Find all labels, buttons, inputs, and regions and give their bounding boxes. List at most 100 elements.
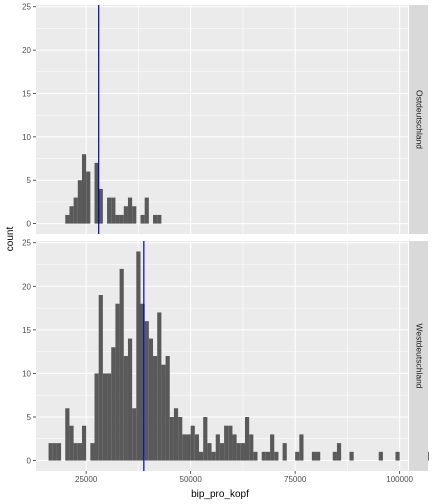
- y-tick-label: 20: [22, 282, 31, 291]
- histogram-bar: [186, 434, 191, 461]
- histogram-bar: [107, 197, 112, 224]
- histogram-bar: [56, 443, 62, 461]
- histogram-bar: [144, 197, 149, 224]
- histogram-bar: [240, 443, 245, 461]
- histogram-bar: [207, 443, 212, 461]
- histogram-bar: [199, 451, 204, 461]
- histogram-bar: [395, 451, 400, 461]
- panel-background: [36, 241, 408, 471]
- histogram-bar: [295, 451, 300, 461]
- histogram-bar: [253, 451, 258, 461]
- histogram-bar: [178, 416, 183, 461]
- histogram-bar: [119, 268, 124, 461]
- histogram-bar: [157, 312, 162, 461]
- histogram-bar: [69, 206, 74, 224]
- histogram-bar: [65, 214, 70, 224]
- histogram-bar: [98, 295, 103, 461]
- x-tick-label: 100000: [386, 475, 413, 484]
- histogram-bar: [69, 425, 74, 461]
- histogram-bar: [153, 214, 158, 224]
- histogram-bar: [169, 416, 174, 461]
- y-tick-label: 0: [27, 220, 32, 229]
- y-tick-label: 20: [22, 46, 31, 55]
- facet-panels: 0 5 10 15 20 25 Ostdeutschland 0 5 10 15 20 25 Westde…: [22, 3, 429, 484]
- histogram-bar: [123, 206, 128, 224]
- histogram-bar: [165, 356, 170, 461]
- histogram-bar: [94, 162, 99, 224]
- histogram-bar: [102, 373, 108, 461]
- histogram-bar: [316, 451, 321, 461]
- y-tick-label: 5: [27, 413, 32, 422]
- y-tick-label: 10: [22, 133, 31, 142]
- facet-panel: 0 5 10 15 20 25 Ostdeutschland: [22, 3, 428, 234]
- histogram-bar: [81, 154, 87, 224]
- facet-strip-label: Ostdeutschland: [414, 90, 424, 149]
- x-axis-title: bip_pro_kopf: [191, 489, 249, 500]
- histogram-bar: [157, 214, 162, 224]
- histogram-bar: [232, 434, 237, 461]
- y-tick-label: 5: [27, 176, 32, 185]
- histogram-bar: [282, 443, 287, 461]
- histogram-bar: [144, 321, 149, 461]
- histogram-bar: [111, 347, 116, 461]
- histogram-bar: [261, 451, 266, 461]
- histogram-bar: [211, 451, 216, 461]
- x-tick-label: 75000: [284, 475, 307, 484]
- histogram-bar: [378, 451, 383, 461]
- histogram-bar: [115, 303, 120, 461]
- histogram-bar: [190, 425, 195, 461]
- y-tick-label: 10: [22, 369, 31, 378]
- x-tick-label: 25000: [75, 475, 98, 484]
- histogram-bar: [86, 171, 91, 224]
- histogram-bar: [73, 443, 78, 461]
- histogram-bar: [249, 434, 254, 461]
- y-tick-label: 15: [22, 89, 31, 98]
- histogram-bar: [73, 197, 78, 224]
- y-tick-label: 0: [27, 457, 32, 466]
- histogram-bar: [148, 338, 154, 461]
- histogram-bar: [274, 451, 279, 461]
- histogram-bar: [153, 356, 158, 461]
- histogram-bar: [299, 434, 304, 461]
- histogram-bar: [127, 197, 133, 224]
- histogram-bar: [90, 443, 95, 461]
- histogram-bar: [77, 443, 82, 461]
- histogram-bar: [311, 451, 317, 461]
- histogram-bar: [132, 206, 137, 224]
- histogram-bar: [161, 364, 166, 461]
- facet-strip: [409, 241, 428, 471]
- histogram-bar: [107, 373, 112, 461]
- histogram-bar: [115, 214, 120, 224]
- facet-panel: 0 5 10 15 20 25 Westdeutschland: [22, 239, 429, 471]
- histogram-bar: [336, 443, 342, 461]
- histogram-bar: [244, 416, 250, 461]
- facet-strip-label: Westdeutschland: [414, 323, 424, 388]
- y-tick-label: 15: [22, 326, 31, 335]
- histogram-bar: [270, 434, 275, 461]
- histogram-bar: [77, 180, 82, 224]
- histogram-bar: [111, 197, 116, 224]
- histogram-bar: [140, 214, 145, 224]
- histogram-bar: [265, 451, 271, 461]
- histogram-bar: [81, 425, 87, 461]
- histogram-bar: [332, 451, 337, 461]
- x-tick-label: 50000: [180, 475, 203, 484]
- histogram-bar: [194, 434, 200, 461]
- histogram-bar: [132, 408, 137, 461]
- histogram-bar: [65, 408, 70, 461]
- histogram-bar: [48, 443, 53, 461]
- y-tick-label: 25: [22, 239, 31, 248]
- histogram-bar: [219, 443, 225, 461]
- histogram-bar: [140, 303, 145, 461]
- histogram-bar: [136, 251, 141, 461]
- histogram-bar: [182, 434, 187, 461]
- histogram-bar: [173, 408, 179, 461]
- histogram-bar: [123, 356, 128, 461]
- histogram-bar: [94, 373, 99, 461]
- histogram-bar: [224, 425, 229, 461]
- histogram-bar: [203, 416, 208, 461]
- histogram-bar: [127, 338, 133, 461]
- facet-strip: [409, 5, 428, 234]
- y-axis-title: count: [5, 227, 16, 252]
